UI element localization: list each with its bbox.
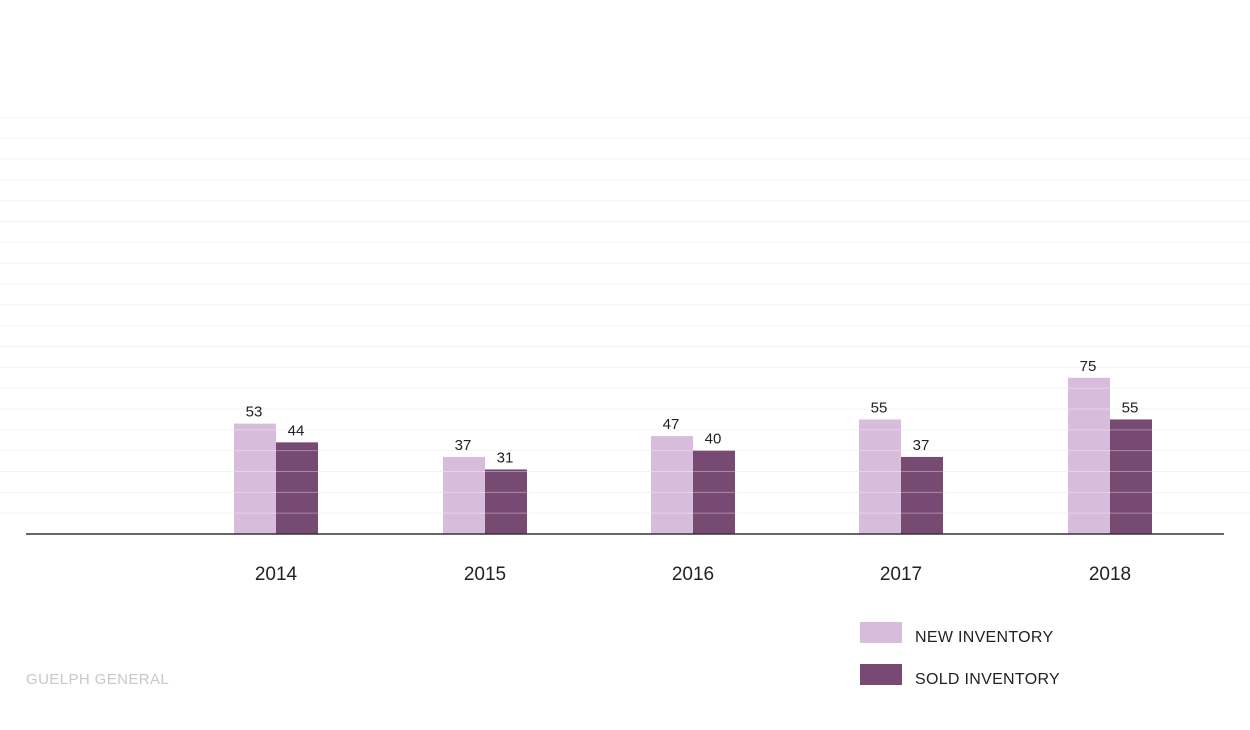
bar-sold-2016 <box>693 450 735 534</box>
bar-value-label: 37 <box>913 437 930 454</box>
bar-new-2017 <box>859 419 901 534</box>
legend-label: NEW INVENTORY <box>915 629 1053 646</box>
bar-sold-2018 <box>1110 419 1152 534</box>
bar-value-label: 47 <box>663 416 680 433</box>
bar-sold-2014 <box>276 442 318 534</box>
bar-value-label: 75 <box>1080 358 1097 375</box>
x-axis-tick-labels: 2014 2015 2016 2017 2018 <box>255 564 1131 585</box>
bar-value-label: 40 <box>705 431 722 448</box>
bars <box>234 377 1152 534</box>
bar-new-2018 <box>1068 377 1110 534</box>
bar-sold-2017 <box>901 456 943 534</box>
bar-new-2015 <box>443 456 485 534</box>
bar-value-label: 55 <box>1122 399 1139 416</box>
bar-value-label: 44 <box>288 422 305 439</box>
x-tick-label: 2014 <box>255 564 298 585</box>
legend-swatch <box>860 664 902 685</box>
bar-value-label: 55 <box>871 399 888 416</box>
footer-source-label: GUELPH GENERAL <box>26 671 169 688</box>
legend-label: SOLD INVENTORY <box>915 671 1060 688</box>
bar-value-labels: 53 44 37 31 47 40 55 37 75 55 <box>246 358 1139 467</box>
bar-value-label: 31 <box>497 449 514 466</box>
bar-new-2016 <box>651 436 693 534</box>
x-tick-label: 2018 <box>1089 564 1131 585</box>
bar-sold-2015 <box>485 469 527 534</box>
bar-value-label: 53 <box>246 404 263 421</box>
bar-value-label: 37 <box>455 437 472 454</box>
x-tick-label: 2017 <box>880 564 922 585</box>
gridlines <box>0 116 1250 514</box>
x-tick-label: 2016 <box>672 564 714 585</box>
x-tick-label: 2015 <box>464 564 506 585</box>
legend-swatch <box>860 622 902 643</box>
legend: NEW INVENTORY SOLD INVENTORY <box>860 622 1060 688</box>
bar-new-2014 <box>234 423 276 534</box>
